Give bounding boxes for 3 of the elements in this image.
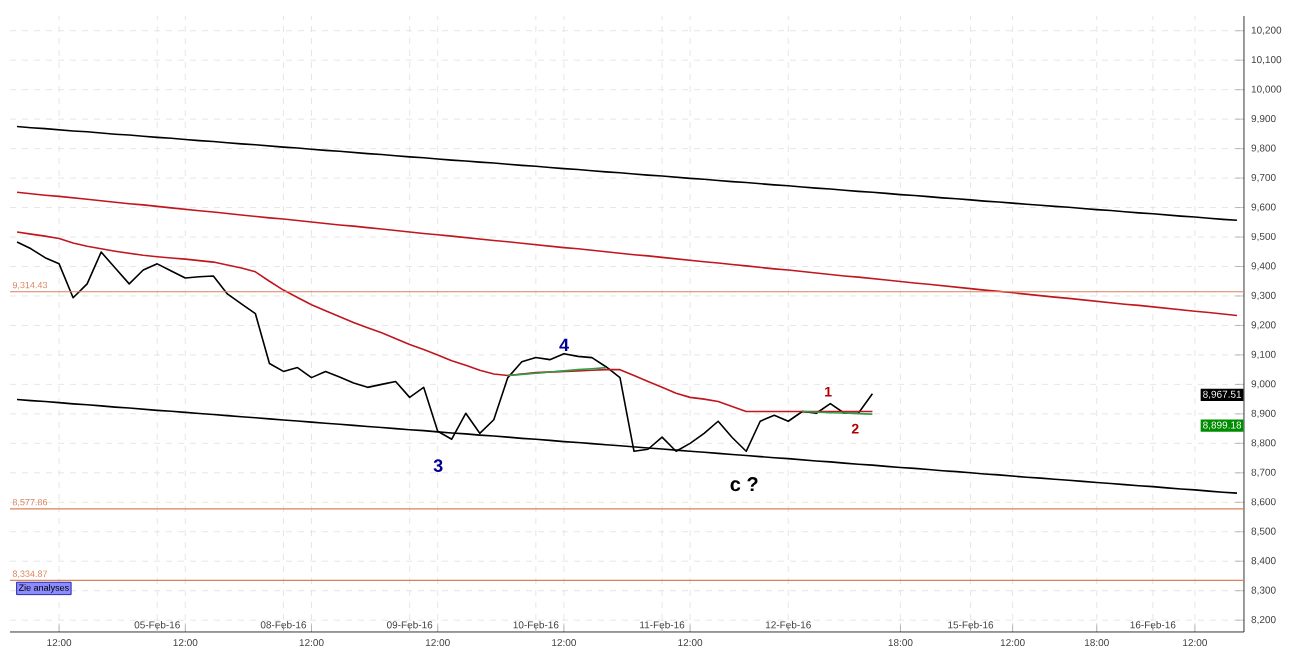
annotation: 3: [433, 459, 443, 473]
annotation: 4: [559, 338, 569, 352]
annotation: c ?: [730, 477, 758, 492]
